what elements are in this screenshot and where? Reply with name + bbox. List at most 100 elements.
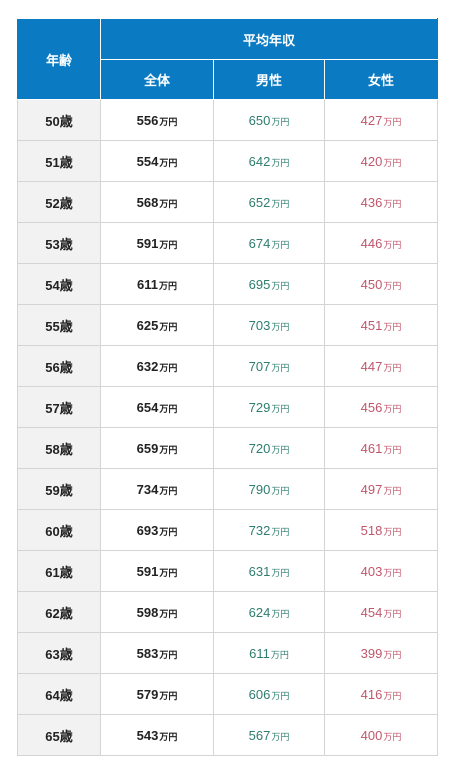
- female-income-cell: 427万円: [324, 99, 438, 141]
- all-income-cell: 591万円: [100, 550, 214, 592]
- income-unit: 万円: [271, 403, 290, 414]
- all-income-cell: 659万円: [100, 427, 214, 469]
- income-unit: 万円: [271, 321, 290, 332]
- income-value: 624: [248, 604, 271, 620]
- table-row: 64歳 579万円 606万円 416万円: [17, 673, 438, 715]
- all-income-cell: 543万円: [100, 714, 214, 756]
- income-value: 642: [248, 153, 271, 169]
- income-value: 427: [360, 112, 383, 128]
- income-unit: 万円: [383, 362, 402, 373]
- male-income-cell: 790万円: [213, 468, 325, 510]
- income-unit: 万円: [159, 690, 178, 701]
- table-row: 65歳 543万円 567万円 400万円: [17, 714, 438, 756]
- female-income-cell: 436万円: [324, 181, 438, 223]
- female-income-cell: 420万円: [324, 140, 438, 182]
- male-column-header: 男性: [213, 59, 325, 100]
- income-value: 734: [136, 481, 159, 497]
- income-value: 650: [248, 112, 271, 128]
- table-row: 61歳 591万円 631万円 403万円: [17, 550, 438, 592]
- age-cell: 54歳: [17, 263, 101, 305]
- income-value: 732: [248, 522, 271, 538]
- income-value: 707: [248, 358, 271, 374]
- age-cell: 61歳: [17, 550, 101, 592]
- table-row: 55歳 625万円 703万円 451万円: [17, 304, 438, 346]
- age-cell: 64歳: [17, 673, 101, 715]
- income-unit: 万円: [159, 362, 178, 373]
- income-value: 611: [249, 645, 270, 661]
- female-income-cell: 497万円: [324, 468, 438, 510]
- income-value: 420: [360, 153, 383, 169]
- all-column-header: 全体: [100, 59, 214, 100]
- income-unit: 万円: [271, 485, 290, 496]
- income-unit: 万円: [383, 731, 402, 742]
- female-income-cell: 454万円: [324, 591, 438, 633]
- all-income-cell: 632万円: [100, 345, 214, 387]
- age-cell: 52歳: [17, 181, 101, 223]
- table-row: 57歳 654万円 729万円 456万円: [17, 386, 438, 428]
- income-value: 450: [360, 276, 383, 292]
- income-unit: 万円: [383, 280, 402, 291]
- all-income-cell: 568万円: [100, 181, 214, 223]
- income-unit: 万円: [271, 157, 290, 168]
- male-income-cell: 642万円: [213, 140, 325, 182]
- female-income-cell: 450万円: [324, 263, 438, 305]
- income-unit: 万円: [159, 526, 178, 537]
- table-row: 58歳 659万円 720万円 461万円: [17, 427, 438, 469]
- income-value: 693: [136, 522, 159, 538]
- income-unit: 万円: [383, 526, 402, 537]
- all-income-cell: 654万円: [100, 386, 214, 428]
- income-unit: 万円: [159, 731, 178, 742]
- female-income-cell: 446万円: [324, 222, 438, 264]
- male-income-cell: 695万円: [213, 263, 325, 305]
- income-value: 790: [248, 481, 271, 497]
- income-unit: 万円: [271, 198, 290, 209]
- income-value: 568: [136, 194, 159, 210]
- income-value: 461: [360, 440, 383, 456]
- table-row: 51歳 554万円 642万円 420万円: [17, 140, 438, 182]
- age-column-header: 年齢: [17, 18, 101, 100]
- income-value: 456: [360, 399, 383, 415]
- income-value: 652: [248, 194, 271, 210]
- age-cell: 55歳: [17, 304, 101, 346]
- income-unit: 万円: [159, 485, 178, 496]
- income-unit: 万円: [159, 444, 178, 455]
- income-value: 399: [360, 645, 383, 661]
- income-value: 632: [136, 358, 159, 374]
- income-value: 591: [136, 235, 159, 251]
- age-cell: 60歳: [17, 509, 101, 551]
- female-income-cell: 518万円: [324, 509, 438, 551]
- age-cell: 59歳: [17, 468, 101, 510]
- age-cell: 53歳: [17, 222, 101, 264]
- income-value: 591: [136, 563, 159, 579]
- female-income-cell: 416万円: [324, 673, 438, 715]
- income-unit: 万円: [271, 731, 290, 742]
- income-unit: 万円: [159, 567, 178, 578]
- all-income-cell: 734万円: [100, 468, 214, 510]
- age-cell: 57歳: [17, 386, 101, 428]
- income-value: 567: [248, 727, 271, 743]
- age-cell: 56歳: [17, 345, 101, 387]
- income-unit: 万円: [271, 239, 290, 250]
- male-income-cell: 624万円: [213, 591, 325, 633]
- income-unit: 万円: [383, 403, 402, 414]
- table-row: 54歳 611万円 695万円 450万円: [17, 263, 438, 305]
- income-unit: 万円: [383, 608, 402, 619]
- salary-table: 年齢 平均年収 全体 男性 女性 50歳 556万円 650万円 427万円 51歳 55…: [17, 18, 438, 756]
- income-unit: 万円: [383, 239, 402, 250]
- income-unit: 万円: [159, 403, 178, 414]
- income-value: 451: [360, 317, 383, 333]
- all-income-cell: 591万円: [100, 222, 214, 264]
- age-cell: 50歳: [17, 99, 101, 141]
- income-value: 543: [136, 727, 159, 743]
- male-income-cell: 650万円: [213, 99, 325, 141]
- income-value: 454: [360, 604, 383, 620]
- income-unit: 万円: [159, 608, 178, 619]
- income-unit: 万円: [383, 567, 402, 578]
- income-value: 446: [360, 235, 383, 251]
- table-row: 63歳 583万円 611万円 399万円: [17, 632, 438, 674]
- income-value: 579: [136, 686, 159, 702]
- all-income-cell: 598万円: [100, 591, 214, 633]
- income-unit: 万円: [159, 239, 178, 250]
- age-cell: 65歳: [17, 714, 101, 756]
- table-row: 56歳 632万円 707万円 447万円: [17, 345, 438, 387]
